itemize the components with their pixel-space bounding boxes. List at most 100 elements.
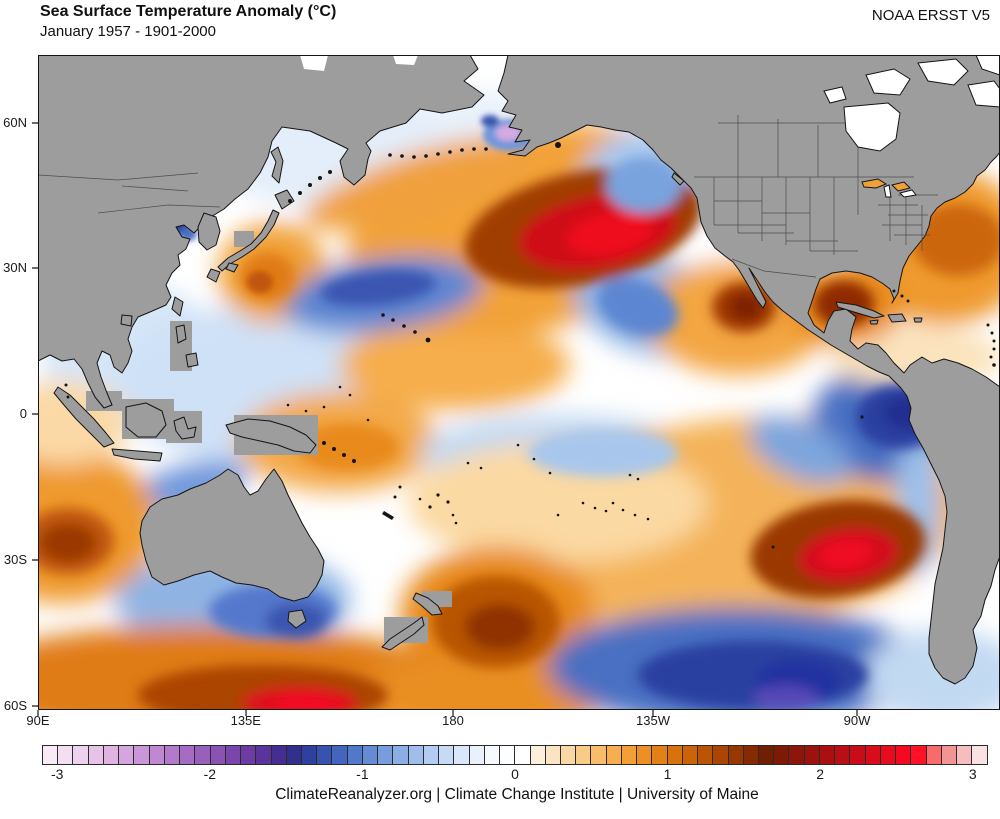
landmass-philippines [175, 324, 187, 344]
colorbar-segment [180, 746, 196, 764]
colorbar-segment [698, 746, 714, 764]
colorbar-tick-label: 3 [968, 766, 977, 782]
colorbar-segment [241, 746, 257, 764]
lon-tick-label: 90W [843, 713, 871, 728]
colorbar-tick-label: 2 [816, 766, 825, 782]
colorbar-segment [454, 746, 470, 764]
colorbar-segment [545, 746, 561, 764]
latitude-axis: 60N 30N 0 30S 60S [0, 55, 33, 713]
colorbar-segment [896, 746, 912, 764]
colorbar-segment [957, 746, 973, 764]
colorbar-segment [43, 746, 59, 764]
landmass-hokkaido [274, 189, 295, 210]
colorbar-tick-label: 1 [663, 766, 672, 782]
colorbar-segment [195, 746, 211, 764]
colorbar-segment [667, 746, 683, 764]
colorbar-segment [972, 746, 987, 764]
colorbar-segment [332, 746, 348, 764]
colorbar-segment [225, 746, 242, 764]
lat-tick-label: 60S [3, 697, 27, 713]
colorbar-segment [865, 746, 881, 764]
landmass-japan [217, 209, 280, 272]
colorbar-segment [362, 746, 379, 764]
colorbar-segment [408, 746, 424, 764]
colorbar-segment [103, 746, 120, 764]
landmass-sumatra [53, 386, 115, 448]
colorbar-segment [591, 746, 607, 764]
lat-tick-label: 30S [3, 552, 27, 567]
lat-tick-label: 30N [3, 260, 27, 275]
colorbar-segment [835, 746, 851, 764]
colorbar-segment [713, 746, 729, 764]
landmass-americas [497, 55, 1000, 685]
small-islands [64, 142, 996, 549]
colorbar-segment [347, 746, 363, 764]
colorbar-tick-label: -2 [203, 766, 217, 782]
colorbar-segment [500, 746, 516, 764]
colorbar-segment [301, 746, 318, 764]
colorbar-tick-label: 0 [511, 766, 519, 782]
colorbar-segment [926, 746, 942, 764]
colorbar-segment [515, 746, 531, 764]
colorbar-segment [73, 746, 89, 764]
colorbar-segment [210, 746, 226, 764]
lat-tick-label: 60N [3, 114, 27, 130]
colorbar-segment [911, 746, 927, 764]
landmass-sakhalin [270, 146, 284, 184]
map-area [32, 55, 1000, 716]
landmass-new-zealand [412, 592, 443, 616]
lon-tick-label: 135E [230, 713, 261, 728]
colorbar-segment [621, 746, 638, 764]
colorbar-segment [560, 746, 577, 764]
colorbar-segment [759, 746, 775, 764]
landmass-cuba [835, 301, 885, 319]
lon-tick-label: 180 [442, 713, 464, 728]
political-borders [38, 115, 938, 278]
colorbar-segment [484, 746, 501, 764]
lat-tick-label: 0 [19, 405, 27, 421]
colorbar-segment [637, 746, 653, 764]
colorbar-segment [576, 746, 592, 764]
colorbar-segment [941, 746, 958, 764]
colorbar-segment [774, 746, 790, 764]
colorbar-segment [286, 746, 302, 764]
page-subtitle: January 1957 - 1901-2000 [40, 23, 216, 40]
colorbar-segment [378, 746, 394, 764]
colorbar-tick-labels: -3 -2 -1 0 1 2 3 [42, 766, 988, 784]
colorbar-segment [119, 746, 135, 764]
lon-tick-label: 135W [636, 713, 670, 728]
colorbar-tick-label: -3 [51, 766, 64, 782]
colorbar-segment [271, 746, 287, 764]
colorbar-segment [682, 746, 699, 764]
lon-tick-label: 90E [26, 713, 50, 728]
landmass-tasmania [287, 609, 307, 629]
colorbar-segment [439, 746, 455, 764]
landmass-borneo [125, 402, 167, 438]
colorbar-segment [606, 746, 622, 764]
colorbar-segment [850, 746, 866, 764]
colorbar-segment [317, 746, 333, 764]
dataset-label: NOAA ERSST V5 [871, 7, 990, 24]
colorbar-segment [423, 746, 440, 764]
colorbar-segment [58, 746, 74, 764]
colorbar-segment [393, 746, 409, 764]
colorbar-segment [149, 746, 165, 764]
colorbar-tick-label: -1 [356, 766, 369, 782]
longitude-axis: 90E 135E 180 135W 90W [26, 713, 1000, 731]
colorbar-segment [652, 746, 668, 764]
colorbar [42, 745, 988, 765]
colorbar-segment [880, 746, 897, 764]
landmass-korea [197, 212, 221, 251]
page-title: Sea Surface Temperature Anomaly (°C) [40, 3, 337, 20]
landmass-java [111, 448, 163, 462]
landmass-australia [139, 468, 325, 602]
colorbar-segment [743, 746, 760, 764]
colorbar-segment [804, 746, 820, 764]
colorbar-segment [819, 746, 836, 764]
nodata-land-patches [300, 55, 1000, 198]
land-layer [38, 55, 1000, 685]
colorbar-segment [469, 746, 485, 764]
colorbar-segment [164, 746, 181, 764]
colorbar-segment [256, 746, 272, 764]
